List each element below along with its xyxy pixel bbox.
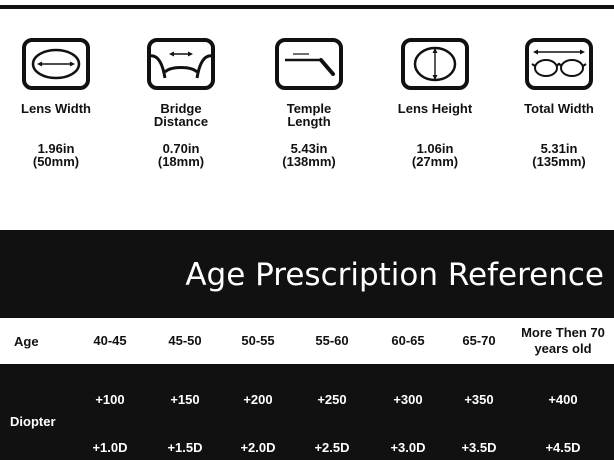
measure-lens-height: Lens Height 1.06in (27mm) [385, 38, 485, 168]
measure-label: Lens Height [397, 101, 473, 116]
measure-value-mm: (18mm) [157, 154, 205, 169]
top-rule [0, 5, 614, 9]
measure-label: Lens Width [21, 101, 91, 116]
measure-label: Bridge Distance [153, 101, 209, 129]
measure-temple-length: Temple Length 5.43in (138mm) [259, 38, 359, 168]
age-cell: 60-65 [391, 333, 425, 348]
measure-value-in: 5.43in [290, 141, 328, 156]
reference-title: Age Prescription Reference [185, 257, 604, 293]
measure-value-mm: (135mm) [532, 154, 586, 169]
measure-total-width: Total Width 5.31in (135mm) [509, 38, 609, 168]
diopter-d-value: +2.5D [314, 440, 350, 455]
measure-label: Temple Length [286, 101, 332, 129]
bridge-distance-icon [147, 38, 215, 90]
age-cell: 55-60 [315, 333, 349, 348]
measurements-section: Lens Width 1.96in (50mm) Bridge Distance… [0, 38, 614, 198]
diopter-d-value: +1.0D [92, 440, 128, 455]
diopter-d-value: +3.5D [461, 440, 497, 455]
age-label: Age [14, 333, 39, 349]
diopter-value: +400 [548, 392, 578, 407]
measure-value-mm: (27mm) [411, 154, 459, 169]
age-cell: 65-70 [462, 333, 496, 348]
lens-height-icon [401, 38, 469, 90]
lens-width-icon [22, 38, 90, 90]
diopter-d-value: +2.0D [240, 440, 276, 455]
diopter-value: +300 [393, 392, 423, 407]
total-width-icon [525, 38, 593, 90]
measure-value-in: 1.06in [416, 141, 454, 156]
measure-bridge-distance: Bridge Distance 0.70in (18mm) [131, 38, 231, 168]
reference-banner: Age Prescription Reference [0, 230, 614, 318]
diopter-value: +250 [317, 392, 347, 407]
age-cell: 40-45 [93, 333, 127, 348]
diopter-value: +150 [170, 392, 200, 407]
diopter-d-value: +3.0D [390, 440, 426, 455]
age-row: Age 40-45 45-50 50-55 55-60 60-65 65-70 … [0, 318, 614, 364]
diopter-value: +200 [243, 392, 273, 407]
diopter-value: +350 [464, 392, 494, 407]
age-cell: 50-55 [241, 333, 275, 348]
diopter-d-value: +4.5D [545, 440, 581, 455]
diopter-label: Diopter [10, 414, 56, 429]
age-cell: More Then 70 years old [521, 325, 605, 356]
diopter-section: Diopter +100 +150 +200 +250 +300 +350 +4… [0, 364, 614, 460]
measure-label: Total Width [524, 101, 594, 116]
diopter-d-value: +1.5D [167, 440, 203, 455]
measure-lens-width: Lens Width 1.96in (50mm) [6, 38, 106, 168]
temple-length-icon [275, 38, 343, 90]
measure-value-in: 0.70in [162, 141, 200, 156]
measure-value-mm: (138mm) [282, 154, 336, 169]
diopter-value: +100 [95, 392, 125, 407]
age-cell: 45-50 [168, 333, 202, 348]
measure-value-mm: (50mm) [32, 154, 80, 169]
measure-value-in: 1.96in [37, 141, 75, 156]
measure-value-in: 5.31in [540, 141, 578, 156]
